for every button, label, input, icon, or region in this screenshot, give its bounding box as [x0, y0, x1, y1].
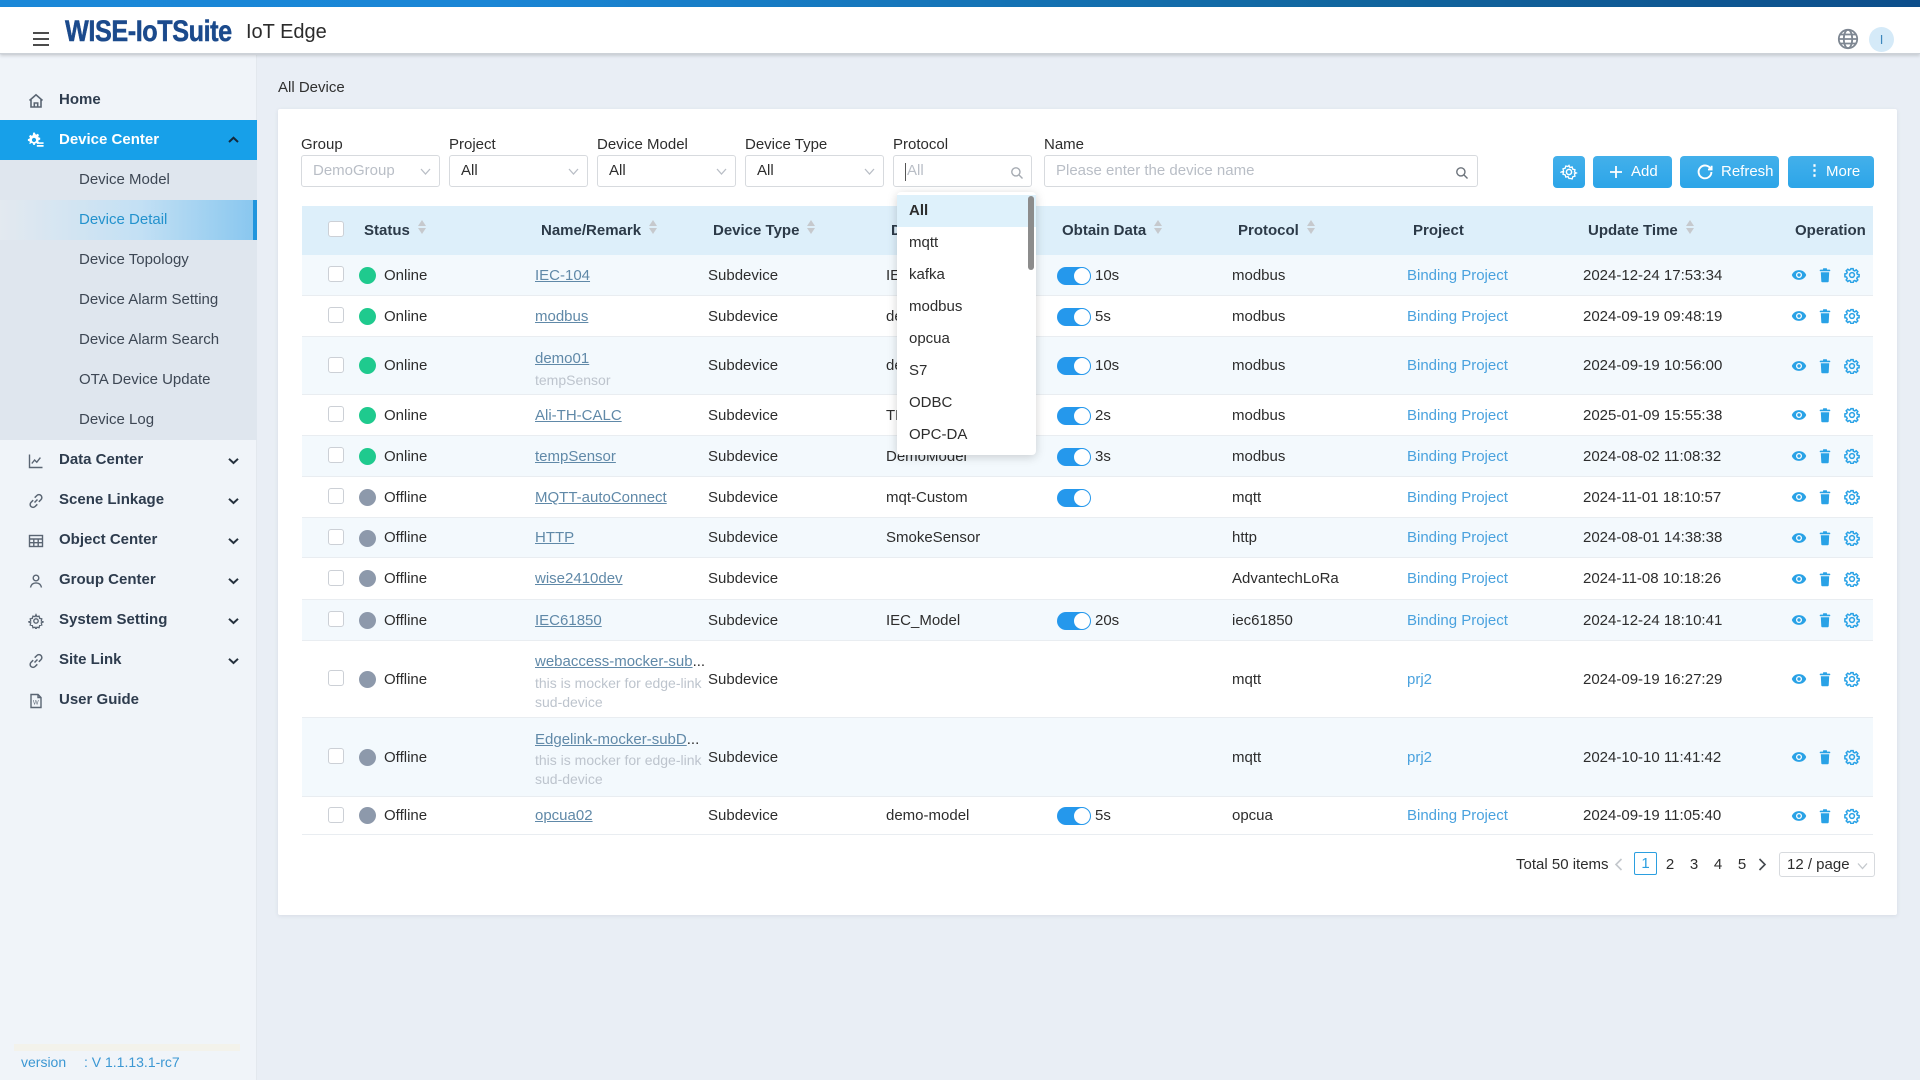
svg-text:W: W — [33, 701, 39, 707]
